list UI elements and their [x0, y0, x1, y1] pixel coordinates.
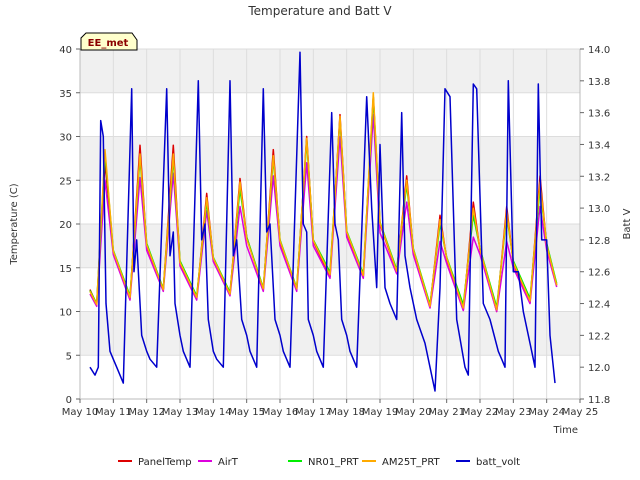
x-tick-label: May 13	[162, 407, 199, 418]
y-axis-title: Temperature (C)	[9, 183, 20, 265]
x-tick-label: May 15	[228, 407, 265, 418]
x-tick-label: May 22	[462, 407, 499, 418]
legend-item: AirT	[198, 457, 239, 468]
legend-label: NR01_PRT	[308, 457, 359, 468]
y2-tick-label: 13.4	[588, 140, 610, 151]
chart-title: Temperature and Batt V	[247, 4, 392, 18]
y-tick-label: 40	[59, 45, 72, 56]
x-tick-label: May 18	[328, 407, 365, 418]
y-tick-label: 5	[66, 351, 72, 362]
x-tick-label: May 24	[528, 407, 565, 418]
y2-axis-title: Batt V	[622, 208, 633, 239]
y2-tick-label: 13.2	[588, 172, 610, 183]
station-badge: EE_met	[80, 32, 138, 51]
y-tick-label: 30	[59, 133, 72, 144]
series-line-batt-volt	[89, 51, 556, 392]
y2-tick-label: 13.6	[588, 109, 610, 120]
y2-ticks: 11.8 12.0 12.2 12.4 12.6 12.8 13.0 13.2 13.4 13.6…	[580, 45, 610, 406]
x-tick-label: May 25	[562, 407, 599, 418]
x-tick-label: May 12	[128, 407, 165, 418]
x-tick-label: May 19	[362, 407, 399, 418]
y2-tick-label: 13.8	[588, 77, 610, 88]
y-tick-label: 20	[59, 220, 72, 231]
legend-label: AM25T_PRT	[382, 457, 441, 468]
x-tick-label: May 23	[495, 407, 532, 418]
series-line-am25t-prt	[89, 92, 558, 311]
series-layer	[89, 51, 558, 392]
y2-tick-label: 11.8	[588, 395, 610, 406]
x-tick-label: May 17	[295, 407, 332, 418]
legend-item: NR01_PRT	[288, 457, 359, 468]
x-tick-label: May 16	[262, 407, 299, 418]
y-ticks: 0 5 10 15 20 25 30 35 40	[59, 45, 80, 406]
y2-tick-label: 13.0	[588, 204, 610, 215]
badge-box	[80, 32, 138, 51]
x-tick-label: May 11	[95, 407, 132, 418]
y2-tick-label: 12.8	[588, 236, 610, 247]
y-tick-label: 0	[66, 395, 72, 406]
band-15-20	[80, 224, 580, 268]
y2-tick-label: 12.4	[588, 300, 610, 311]
y-tick-label: 10	[59, 308, 72, 319]
x-tick-label: May 10	[62, 407, 99, 418]
legend-label: AirT	[218, 457, 239, 468]
x-tick-label: May 21	[428, 407, 465, 418]
badge-label: EE_met	[88, 38, 129, 49]
y2-tick-label: 12.0	[588, 363, 610, 374]
legend: PanelTemp AirT NR01_PRT AM25T_PRT batt_volt	[118, 457, 520, 468]
x-tick-label: May 20	[395, 407, 432, 418]
y-tick-label: 35	[59, 89, 72, 100]
legend-item: PanelTemp	[118, 457, 192, 468]
legend-label: batt_volt	[476, 457, 520, 468]
y2-tick-label: 12.6	[588, 268, 610, 279]
legend-item: batt_volt	[456, 457, 520, 468]
y2-tick-label: 12.2	[588, 331, 610, 342]
x-axis-title: Time	[553, 425, 578, 436]
legend-item: AM25T_PRT	[362, 457, 441, 468]
x-tick-label: May 14	[195, 407, 232, 418]
y2-tick-label: 14.0	[588, 45, 610, 56]
y-tick-label: 25	[59, 176, 72, 187]
y-tick-label: 15	[59, 264, 72, 275]
band-35-40	[80, 49, 580, 93]
legend-label: PanelTemp	[138, 457, 192, 468]
